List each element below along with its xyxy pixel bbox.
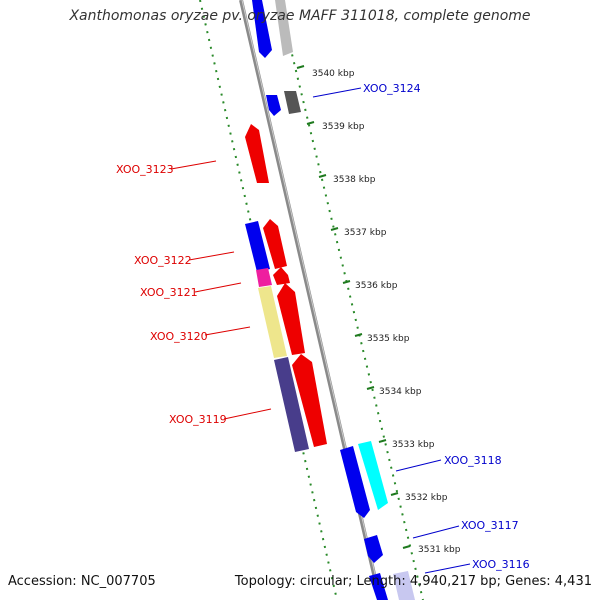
gene-feature-xoo-3118[interactable] — [358, 441, 388, 510]
gene-label-xoo-3117[interactable]: XOO_3117 — [461, 519, 519, 532]
gene-feature-xoo-3118-blue[interactable] — [340, 446, 370, 518]
scale-label-3533: 3533 kbp — [392, 440, 435, 450]
gene-feature-xoo-3117[interactable] — [364, 535, 383, 563]
gene-feature-xoo-3122-blue[interactable] — [245, 221, 270, 272]
genome-stats-footer: Topology: circular; Length: 4,940,217 bp… — [234, 574, 592, 589]
gene-label-xoo-3124[interactable]: XOO_3124 — [363, 82, 421, 95]
scale-ticks — [296, 65, 411, 549]
gene-feature-top-blue[interactable] — [252, 0, 272, 58]
gene-feature-xoo-3119[interactable] — [274, 357, 309, 452]
gene-feature-xoo-3124-pair[interactable] — [284, 91, 301, 114]
label-leader-lines — [170, 87, 471, 574]
gene-feature-xoo-3123[interactable] — [245, 124, 269, 183]
gene-feature-xoo-3119-red[interactable] — [292, 354, 327, 447]
gene-feature-xoo-3116[interactable] — [393, 571, 415, 600]
gene-label-xoo-3116[interactable]: XOO_3116 — [472, 558, 530, 571]
gene-feature-top-grey[interactable] — [275, 0, 293, 56]
gene-feature-xoo-3120[interactable] — [258, 286, 287, 358]
gene-label-xoo-3122[interactable]: XOO_3122 — [134, 254, 192, 267]
inner-tick-ring — [199, 0, 338, 600]
gene-feature-xoo-3124[interactable] — [266, 95, 281, 116]
gene-label-xoo-3121[interactable]: XOO_3121 — [140, 286, 198, 299]
scale-label-3540: 3540 kbp — [312, 69, 355, 79]
scale-label-3539: 3539 kbp — [322, 122, 365, 132]
gene-feature-xoo-3120-red[interactable] — [277, 283, 305, 355]
gene-label-xoo-3118[interactable]: XOO_3118 — [444, 454, 502, 467]
map-title: Xanthomonas oryzae pv. oryzae MAFF 31101… — [69, 8, 531, 24]
gene-feature-xoo-3121-magenta[interactable] — [256, 268, 272, 287]
gene-feature-xoo-3121[interactable] — [273, 267, 290, 285]
scale-label-3535: 3535 kbp — [367, 334, 410, 344]
gene-feature-bottom-blue[interactable] — [369, 573, 388, 600]
gene-label-xoo-3123[interactable]: XOO_3123 — [116, 163, 174, 176]
scale-label-3537: 3537 kbp — [344, 228, 387, 238]
accession-footer: Accession: NC_007705 — [8, 574, 156, 589]
scale-label-3531: 3531 kbp — [418, 545, 461, 555]
scale-label-3532: 3532 kbp — [405, 493, 448, 503]
gene-label-xoo-3120[interactable]: XOO_3120 — [150, 330, 208, 343]
scale-label-3536: 3536 kbp — [355, 281, 398, 291]
gene-label-xoo-3119[interactable]: XOO_3119 — [169, 413, 227, 426]
gene-feature-xoo-3122[interactable] — [263, 219, 287, 269]
scale-label-3534: 3534 kbp — [379, 387, 422, 397]
scale-label-3538: 3538 kbp — [333, 175, 376, 185]
